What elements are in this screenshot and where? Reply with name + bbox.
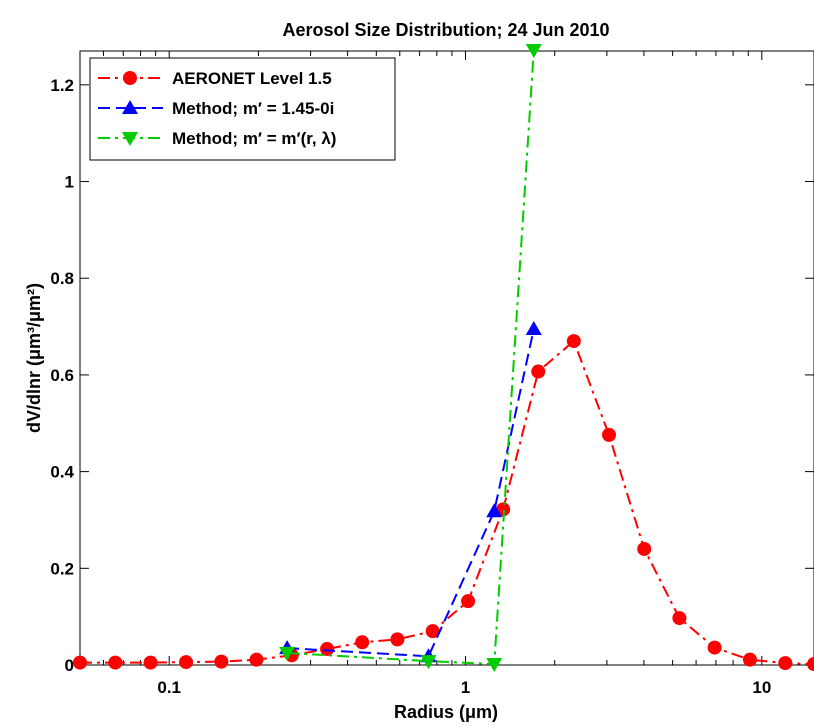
series-line-method-fixed bbox=[287, 328, 535, 658]
y-tick-label: 1.2 bbox=[50, 76, 74, 95]
data-point-aeronet bbox=[707, 640, 722, 655]
data-point-method-variable bbox=[420, 655, 437, 670]
data-point-aeronet bbox=[320, 642, 335, 657]
data-point-aeronet bbox=[807, 657, 814, 672]
data-point-aeronet bbox=[108, 655, 123, 670]
data-point-aeronet bbox=[742, 652, 757, 667]
data-point-aeronet bbox=[637, 541, 652, 556]
chart-title: Aerosol Size Distribution; 24 Jun 2010 bbox=[282, 20, 609, 40]
data-point-aeronet bbox=[143, 655, 158, 670]
series-method-variable bbox=[279, 44, 542, 673]
y-tick-label: 0.4 bbox=[50, 463, 74, 482]
y-tick-label: 0.8 bbox=[50, 269, 74, 288]
data-point-aeronet bbox=[179, 655, 194, 670]
data-point-method-fixed bbox=[525, 320, 542, 335]
series-line-aeronet bbox=[80, 339, 814, 666]
y-tick-label: 1 bbox=[65, 173, 74, 192]
x-tick-label: 0.1 bbox=[157, 678, 181, 697]
x-tick-label: 1 bbox=[461, 678, 470, 697]
data-point-method-variable bbox=[279, 646, 296, 661]
data-point-aeronet bbox=[778, 656, 793, 671]
data-point-aeronet bbox=[602, 427, 617, 442]
data-point-aeronet bbox=[672, 611, 687, 626]
data-point-aeronet bbox=[249, 652, 264, 667]
series-layer bbox=[73, 44, 814, 673]
data-point-aeronet bbox=[531, 364, 546, 379]
data-point-aeronet bbox=[461, 594, 476, 609]
legend: AERONET Level 1.5 Method; m′ = 1.45-0i Met… bbox=[89, 57, 396, 161]
data-point-aeronet bbox=[73, 655, 87, 670]
legend-marker-method-variable bbox=[122, 132, 138, 146]
data-point-method-variable bbox=[525, 44, 542, 59]
data-point-aeronet bbox=[355, 635, 370, 650]
legend-label-method-variable: Method; m′ = m′(r, λ) bbox=[172, 129, 336, 148]
y-axis-title: dV/dlnr (μm³/μm²) bbox=[24, 283, 44, 433]
legend-label-aeronet: AERONET Level 1.5 bbox=[172, 69, 332, 88]
data-point-aeronet bbox=[425, 624, 440, 639]
legend-label-method-fixed: Method; m′ = 1.45-0i bbox=[172, 99, 334, 118]
y-tick-label: 0.2 bbox=[50, 559, 74, 578]
axis-ticks: 0.1 1 10 0 0.2 0.4 0.6 0.8 1 1.2 bbox=[50, 51, 814, 697]
data-point-method-variable bbox=[486, 658, 503, 673]
data-point-aeronet bbox=[390, 632, 405, 647]
legend-marker-aeronet bbox=[123, 71, 137, 85]
data-point-aeronet bbox=[214, 654, 229, 669]
x-axis-title: Radius (μm) bbox=[394, 702, 498, 722]
data-point-method-fixed bbox=[486, 503, 503, 518]
legend-marker-method-fixed bbox=[122, 100, 138, 114]
y-tick-label: 0.6 bbox=[50, 366, 74, 385]
y-tick-label: 0 bbox=[65, 656, 74, 675]
data-point-aeronet bbox=[566, 334, 581, 349]
x-tick-label: 10 bbox=[752, 678, 771, 697]
series-aeronet bbox=[73, 334, 814, 672]
